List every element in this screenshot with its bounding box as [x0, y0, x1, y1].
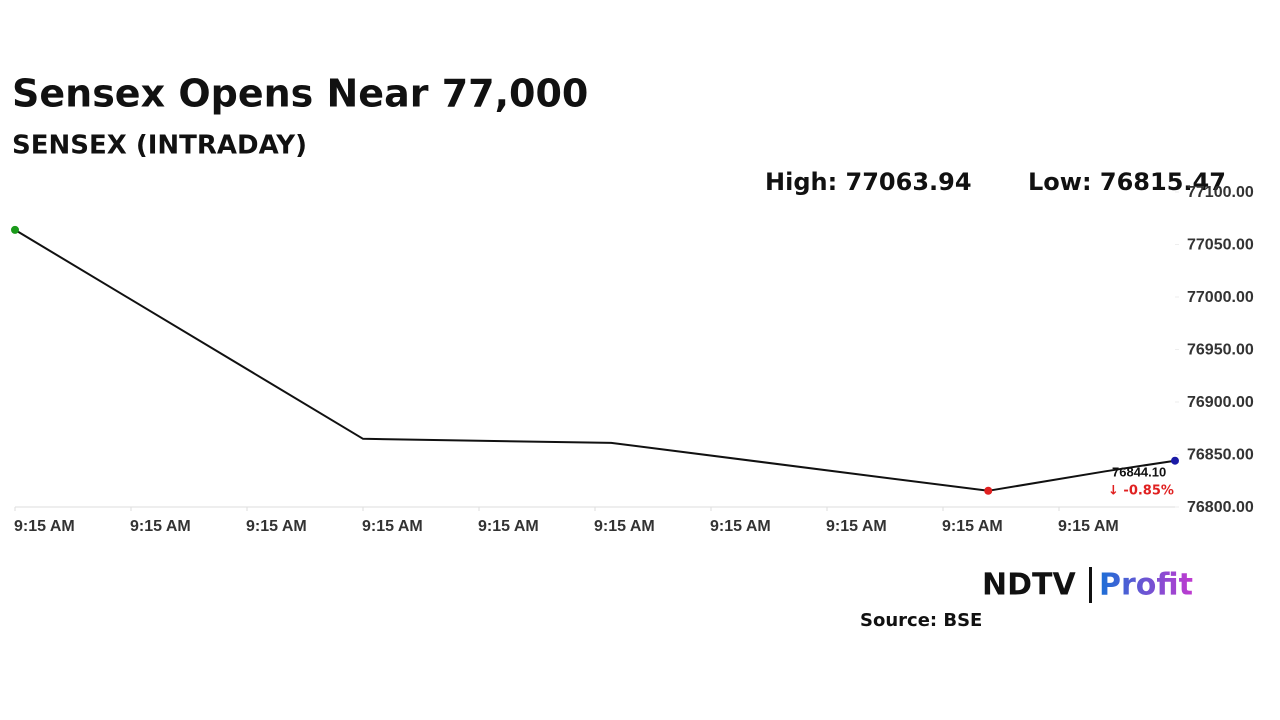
brand-logo: NDTV	[982, 568, 1076, 603]
brand-product: Profit	[1099, 568, 1193, 603]
y-tick-label: 76950.00	[1187, 342, 1254, 359]
y-tick-label: 76850.00	[1187, 447, 1254, 464]
x-tick-label: 9:15 AM	[362, 518, 423, 535]
x-tick-label: 9:15 AM	[130, 518, 191, 535]
x-tick-label: 9:15 AM	[710, 518, 771, 535]
chart-subtitle: SENSEX (INTRADAY)	[12, 131, 307, 161]
high-label: High: 77063.94	[765, 168, 972, 196]
x-tick-label: 9:15 AM	[14, 518, 75, 535]
x-tick-label: 9:15 AM	[826, 518, 887, 535]
point-marker	[1171, 456, 1179, 465]
change-label: ↓ -0.85%	[1108, 484, 1174, 499]
x-tick-label: 9:15 AM	[594, 518, 655, 535]
y-tick-label: 76800.00	[1187, 499, 1254, 516]
y-tick-label: 77100.00	[1187, 184, 1254, 201]
point-marker	[984, 486, 993, 495]
x-tick-label: 9:15 AM	[478, 518, 539, 535]
price-line	[14, 229, 1176, 492]
y-tick-label: 77000.00	[1187, 289, 1254, 306]
chart-title: Sensex Opens Near 77,000	[12, 72, 588, 116]
logo-divider	[1089, 567, 1092, 603]
point-marker	[11, 225, 19, 234]
source: Source: BSE	[860, 610, 982, 631]
x-tick-label: 9:15 AM	[1058, 518, 1119, 535]
low-label: Low: 76815.47	[1028, 168, 1226, 196]
y-tick-label: 76900.00	[1187, 394, 1254, 411]
x-tick-label: 9:15 AM	[942, 518, 1003, 535]
x-tick-label: 9:15 AM	[246, 518, 307, 535]
y-tick-label: 77050.00	[1187, 237, 1254, 254]
